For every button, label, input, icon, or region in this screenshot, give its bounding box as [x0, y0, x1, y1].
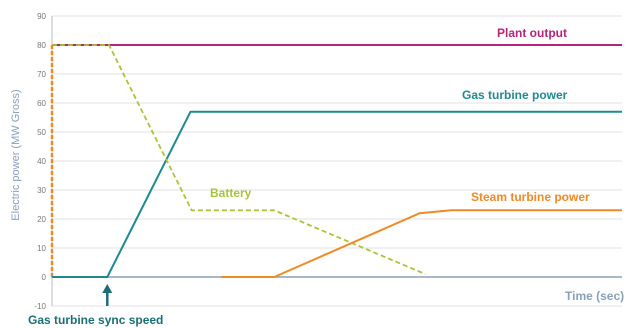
y-tick-label: 0 — [42, 273, 47, 282]
gridlines — [52, 15, 622, 307]
y-tick-label: 60 — [37, 99, 46, 108]
series-line-steam-turbine-power — [221, 209, 622, 278]
y-tick-label: 20 — [37, 215, 46, 224]
series-line-gas-turbine-power — [52, 110, 622, 278]
annotation-battery: Battery — [210, 186, 252, 200]
y-tick-label: 40 — [37, 157, 46, 166]
annotations: Plant output Gas turbine power Battery S… — [210, 26, 590, 204]
annotation-steam-turbine-power: Steam turbine power — [471, 190, 590, 204]
y-tick-label: 80 — [37, 41, 46, 50]
annotation-gas-turbine-power: Gas turbine power — [462, 88, 568, 102]
y-axis-label: Electric power (MW Gross) — [10, 89, 22, 220]
y-tick-label: 30 — [37, 186, 46, 195]
y-axis-ticks: -10 0 10 20 30 40 50 60 70 80 90 — [34, 12, 46, 311]
x-axis-label: Time (sec) — [565, 289, 624, 303]
series-group — [50, 44, 622, 278]
sync-speed-label: Gas turbine sync speed — [28, 313, 163, 327]
y-tick-label: 10 — [37, 244, 46, 253]
y-tick-label: 70 — [37, 70, 46, 79]
y-tick-label: 90 — [37, 12, 46, 21]
y-tick-label: -10 — [34, 302, 46, 311]
sync-speed-arrow-head — [102, 284, 113, 293]
annotation-plant-output: Plant output — [497, 26, 567, 40]
series-line-battery — [52, 44, 426, 275]
y-tick-label: 50 — [37, 128, 46, 137]
sync-speed-marker: Gas turbine sync speed — [28, 284, 163, 327]
